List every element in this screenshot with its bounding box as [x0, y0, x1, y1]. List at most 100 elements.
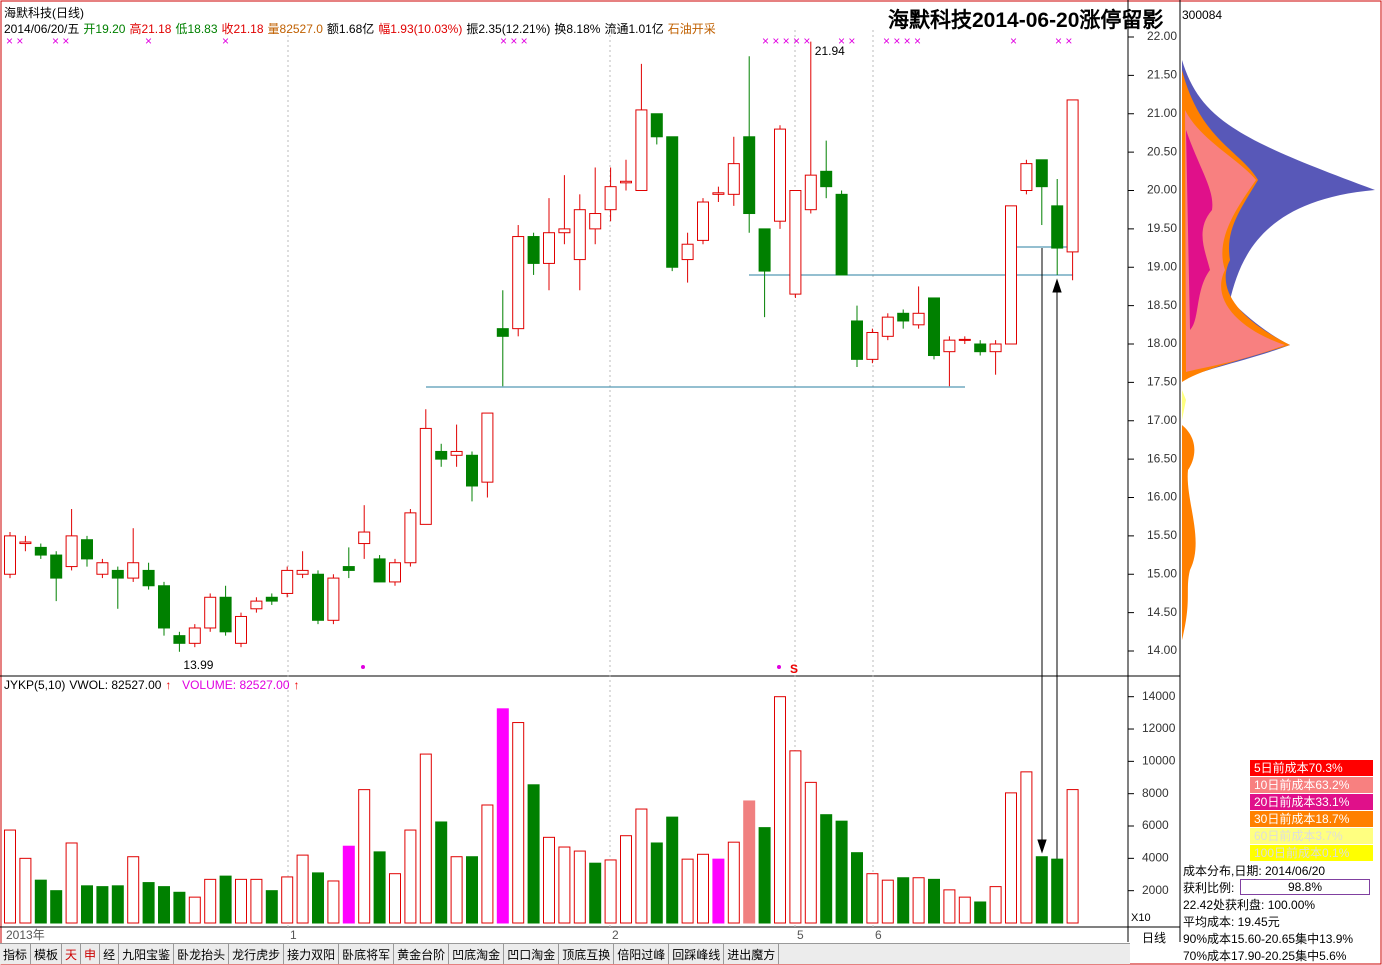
tab[interactable]: 凹底淘金 [449, 944, 505, 964]
candle-body [543, 232, 555, 264]
quote-item: 高21.18 [129, 22, 172, 36]
tab[interactable]: 凹口淘金 [504, 944, 560, 964]
y-tick-label: 20.50 [1147, 144, 1177, 158]
volume-bar [727, 841, 740, 924]
volume-bar [111, 885, 124, 924]
tab[interactable]: 天 [62, 944, 82, 964]
candle-body [404, 512, 417, 564]
volume-bar [296, 854, 309, 924]
volume-bar [342, 845, 355, 924]
quote-item: 振2.35(12.21%) [466, 22, 551, 36]
candle-body [866, 331, 879, 360]
candle-body [758, 228, 771, 272]
tab[interactable]: 倍阳过峰 [614, 944, 670, 964]
volume-bar [543, 836, 555, 924]
svg-text:× × ×: × × × [500, 34, 528, 48]
tab[interactable]: 申 [81, 944, 101, 964]
candle-body [127, 562, 140, 579]
candle-body [881, 316, 894, 337]
indicator-line: JYKP(5,10) VWOL: 82527.00 ↑ VOLUME: 82527.… [4, 678, 300, 692]
tab[interactable]: 接力双阳 [284, 944, 340, 964]
volume-bar [650, 842, 663, 924]
volume-bar [743, 800, 756, 924]
tab[interactable]: 龙行虎步 [229, 944, 285, 964]
volume-bar [681, 858, 694, 924]
indicator: JYKP(5,10) [4, 678, 66, 692]
volume-bar [774, 696, 786, 924]
volume-label: VOLUME: 82527.00 [182, 678, 290, 692]
volume-tick-label: 2000 [1142, 883, 1169, 897]
y-tick-label: 14.00 [1147, 643, 1177, 657]
volume-bar [81, 885, 93, 924]
volume-bar [820, 814, 833, 924]
volume-bar [327, 880, 340, 924]
cost-info: 获利比例: [1183, 881, 1235, 895]
candle-body [743, 136, 756, 215]
cost-info: 70%成本17.90-20.25集中5.6% [1183, 949, 1347, 963]
candle-body [774, 128, 786, 222]
volume-bar [1066, 789, 1079, 924]
volume-bar [419, 753, 432, 924]
tab-bar: 指标 模板天申经九阳宝鉴 卧龙抬头 龙行虎步 接力双阳 卧底将军 黄金台阶 凹底淘金 凹口淘金顶… [0, 943, 1130, 964]
y-tick-label: 19.50 [1147, 221, 1177, 235]
cost-info: 平均成本: 19.45元 [1183, 915, 1280, 929]
tab[interactable]: 进出魔方 [724, 944, 780, 964]
volume-bar [943, 889, 956, 924]
scale-label: X10 [1131, 912, 1151, 924]
tab[interactable]: 经 [100, 944, 120, 964]
volume-bar [573, 850, 586, 924]
volume-bar [158, 886, 170, 924]
quote-item: 流通1.01亿 [604, 22, 664, 36]
cost-info: 成本分布,日期: 2014/06/20 [1183, 864, 1326, 878]
volume-bar [1020, 771, 1033, 924]
volume-bar [373, 851, 386, 924]
volume-bar [789, 750, 802, 924]
volume-bar [466, 856, 478, 924]
candle-body [296, 569, 309, 575]
volume-bar [265, 890, 278, 924]
period: 日线 [1142, 931, 1167, 945]
tab[interactable]: 黄金台阶 [394, 944, 450, 964]
tab[interactable]: 顶底互换 [559, 944, 615, 964]
svg-text:× ×: × × [6, 34, 23, 48]
y-tick-label: 17.00 [1147, 413, 1177, 427]
volume-bar [604, 859, 617, 924]
tab[interactable]: 指标 [0, 944, 32, 964]
volume-bar [974, 901, 987, 924]
cost-info: 98.8% [1240, 879, 1370, 895]
stock-code: 300084 [1182, 8, 1223, 22]
y-tick-label: 15.50 [1147, 528, 1177, 542]
volume-tick-label: 4000 [1142, 851, 1169, 865]
candle-body [496, 328, 509, 337]
candle-body [727, 163, 740, 195]
tab[interactable]: 九阳宝鉴 [119, 944, 175, 964]
quote-item: 量82527.0 [267, 22, 323, 36]
candle-body [789, 190, 802, 295]
volume-bar [235, 878, 247, 924]
candle-body [481, 412, 494, 483]
y-tick-label: 21.00 [1147, 106, 1177, 120]
tab[interactable]: 卧龙抬头 [174, 944, 230, 964]
volume-bar [712, 858, 725, 924]
volume-bar [34, 879, 47, 924]
y-tick-label: 18.50 [1147, 298, 1177, 312]
svg-text:×: × [222, 34, 229, 48]
tab[interactable]: 回踩峰线 [669, 944, 725, 964]
volume-bar [219, 875, 232, 924]
tab[interactable]: 卧底将军 [339, 944, 395, 964]
candle-body [373, 558, 386, 583]
quote-item: 2014/06/20/五 [4, 22, 80, 36]
volume-bar [758, 827, 771, 924]
month-label: 1 [290, 928, 297, 942]
volume-bar [866, 873, 879, 924]
volume-bar [589, 862, 602, 924]
volume-bar [912, 877, 925, 924]
volume-bar [527, 784, 540, 924]
signal-marks: × × × × × × × × × × × × × × × × × × × × × × × [6, 34, 1072, 669]
candle-body [158, 585, 170, 629]
tab[interactable]: 模板 [31, 944, 63, 964]
cost-legend: 60日前成本3.7% [1250, 828, 1373, 844]
